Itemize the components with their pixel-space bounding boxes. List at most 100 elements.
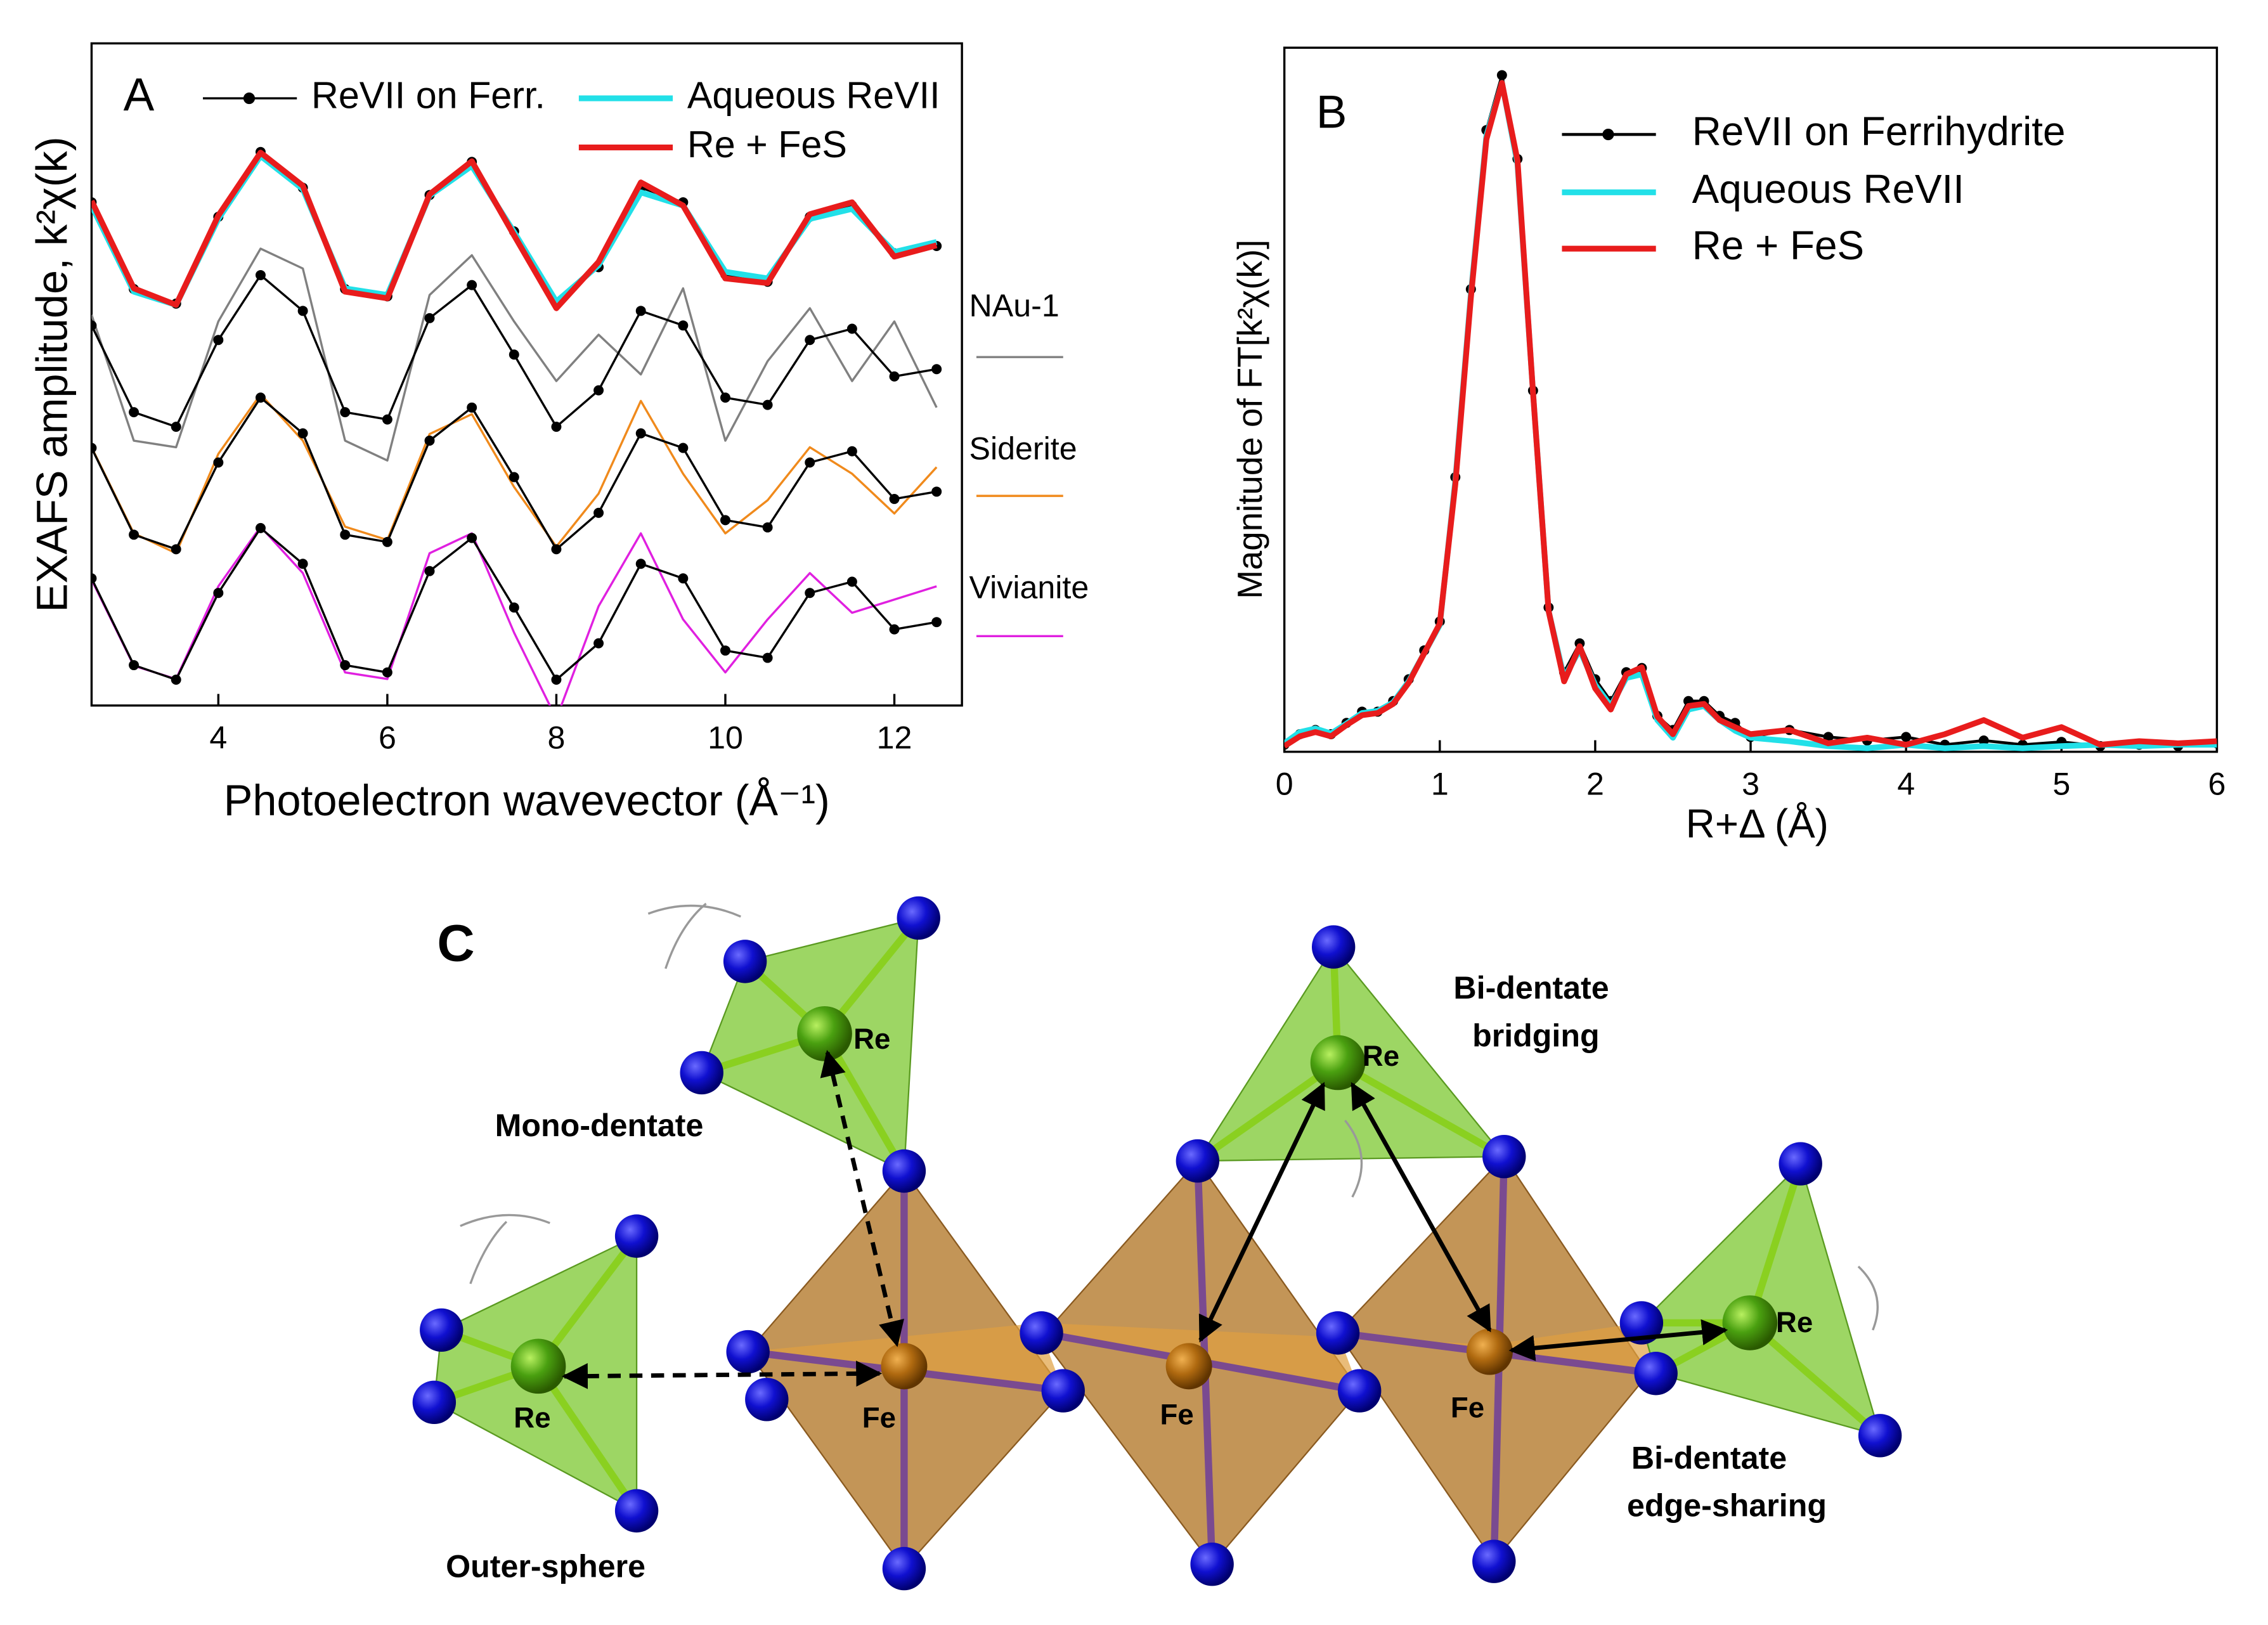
data-point: [678, 320, 689, 331]
atom-label: Re: [514, 1401, 550, 1434]
arrow: [820, 1050, 904, 1347]
plot-area: [91, 146, 942, 706]
oxygen: [412, 1380, 457, 1425]
data-point: [509, 349, 519, 360]
data-point: [805, 335, 815, 346]
data-point: [256, 522, 266, 533]
data-point: [846, 446, 857, 456]
data-point: [382, 414, 392, 425]
legend-label: Aqueous ReVII: [1692, 166, 1964, 212]
x-tick-label: 2: [1586, 767, 1604, 802]
data-point: [129, 407, 139, 418]
data-point: [762, 652, 773, 663]
data-point: [1978, 735, 1989, 746]
re-atoms: [510, 1006, 1778, 1394]
oxygen: [1858, 1414, 1902, 1458]
mode-label: Bi-dentate: [1631, 1440, 1787, 1475]
data-point: [1496, 70, 1507, 81]
legend-label: ReVII on Ferrihydrite: [1692, 108, 2066, 154]
oxygen: [882, 1546, 926, 1591]
bond: [1747, 1320, 1882, 1439]
mode-label: Bi-dentate: [1453, 970, 1609, 1006]
series-line: [91, 393, 938, 555]
oxygen: [882, 1149, 926, 1193]
data-point: [91, 320, 97, 331]
oxygen: [1190, 1543, 1234, 1586]
x-tick-label: 4: [209, 720, 227, 756]
iron: [1466, 1328, 1513, 1375]
data-point: [678, 573, 689, 584]
x-tick-label: 0: [1276, 767, 1293, 802]
oxygen: [1311, 925, 1356, 969]
distance-arrows: [561, 1050, 1728, 1389]
data-point: [467, 402, 477, 413]
data-point: [340, 660, 351, 671]
mode-label: Outer-sphere: [446, 1548, 645, 1584]
chart: 4 6 8 10 12 A Photoelectron wavevector (Å⁻¹) EX…: [28, 42, 1089, 825]
chart: 0 1 2 3 4 5 6 B R+Δ (Å) Magnitude of FT[k²χ(k)] Re…: [1230, 46, 2226, 846]
data-point: [1901, 732, 1912, 742]
data-point: [340, 529, 351, 540]
data-point: [340, 407, 351, 418]
data-point: [91, 573, 97, 584]
data-point: [593, 507, 604, 518]
panel-label: C: [437, 914, 474, 972]
mode-label: edge-sharing: [1627, 1488, 1827, 1524]
oxygen: [1779, 1142, 1822, 1186]
oxygen: [614, 1489, 659, 1533]
data-point: [297, 559, 308, 569]
bond: [1746, 1162, 1805, 1324]
oxygen: [1176, 1139, 1220, 1183]
legend-label: Vivianite: [969, 570, 1089, 605]
data-point: [593, 385, 604, 396]
data-point: [171, 675, 181, 685]
iron: [881, 1343, 928, 1390]
rotation-arrow: [1344, 1120, 1363, 1198]
x-tick-label: 6: [2208, 767, 2226, 802]
rotation-arrow: [647, 902, 741, 969]
data-point: [509, 472, 519, 482]
mode-label: Mono-dentate: [495, 1108, 704, 1143]
oxygen: [614, 1214, 659, 1258]
arrow: [1508, 1319, 1728, 1361]
data-point: [467, 533, 477, 543]
data-point: [931, 617, 942, 628]
atom-label: Fe: [1451, 1391, 1484, 1423]
y-axis-label: EXAFS amplitude, k²χ(k): [28, 136, 76, 612]
data-point: [171, 544, 181, 555]
data-point: [805, 457, 815, 468]
data-point: [256, 269, 266, 280]
oxygen: [420, 1308, 463, 1352]
x-tick-label: 6: [379, 720, 396, 756]
x-tick-label: 10: [708, 720, 743, 756]
oxygen: [726, 1330, 770, 1374]
oxygen: [680, 1051, 723, 1095]
x-axis-label: Photoelectron wavevector (Å⁻¹): [224, 777, 830, 825]
arrow: [561, 1361, 883, 1389]
rotation-arrows: [460, 902, 1879, 1331]
data-point: [256, 392, 266, 403]
oxygen: [1316, 1311, 1360, 1355]
data-point: [720, 515, 730, 526]
data-point: [467, 280, 477, 290]
data-point: [91, 443, 97, 453]
data-point: [213, 457, 224, 468]
data-point: [213, 588, 224, 599]
oxygen: [745, 1378, 789, 1421]
data-point: [129, 529, 139, 540]
atom-label: Re: [1776, 1306, 1813, 1338]
plot-frame: [90, 42, 963, 707]
y-axis-label: Magnitude of FT[k²χ(k)]: [1230, 240, 1269, 599]
data-point: [846, 323, 857, 334]
x-tick-label: 12: [877, 720, 912, 756]
data-point: [424, 313, 435, 323]
plot-area: [1284, 70, 2217, 751]
data-point: [382, 536, 392, 547]
data-point: [846, 576, 857, 587]
rhenium: [510, 1338, 566, 1394]
rotation-arrow: [460, 1214, 550, 1285]
data-point: [171, 422, 181, 432]
oxygen: [1338, 1369, 1382, 1413]
